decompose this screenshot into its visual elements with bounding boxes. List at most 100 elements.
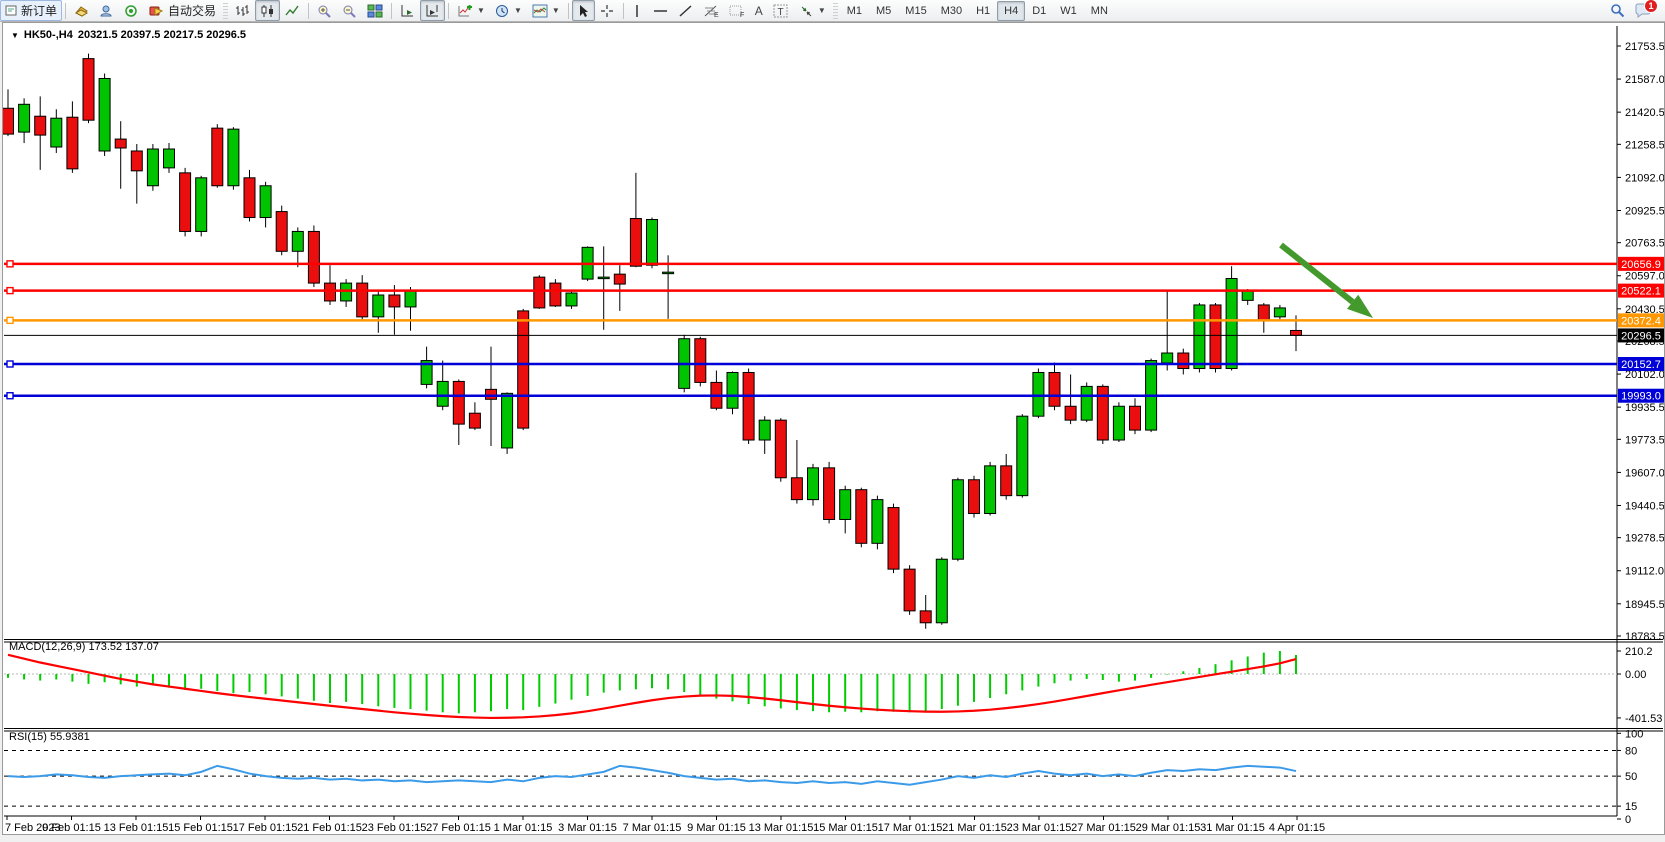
candle (34, 96, 47, 170)
autotrading-label: 自动交易 (168, 4, 217, 18)
svg-text:19993.0: 19993.0 (1621, 391, 1661, 403)
text-tool-button[interactable]: A (750, 0, 768, 21)
candle (871, 495, 884, 550)
periods-button[interactable]: ▼ (490, 0, 527, 21)
crosshair-button[interactable] (595, 0, 620, 21)
timeframe-MN[interactable]: MN (1090, 4, 1108, 17)
horizontal-level-lines[interactable] (4, 260, 1617, 400)
candle (291, 227, 304, 268)
symbol-dropdown-icon[interactable]: ▼ (11, 30, 19, 40)
trendline-button[interactable] (673, 0, 698, 21)
timeframe-group: M1 M5 M15 M30 H1 H4 D1 W1 MN (840, 0, 1115, 21)
templates-button[interactable]: ▼ (527, 0, 565, 21)
price-badge: 20152.7 (1618, 356, 1664, 371)
timeframe-M30[interactable]: M30 (940, 4, 963, 17)
autotrading-icon (149, 6, 164, 16)
candle (710, 370, 723, 411)
tile-windows-button[interactable] (362, 0, 388, 21)
price-tick: 21420.5 (1625, 107, 1664, 119)
rsi-line (7, 764, 1297, 786)
price-tick: 19935.5 (1625, 402, 1664, 414)
candlestick-chart-button[interactable] (255, 0, 281, 21)
timeframe-W1[interactable]: W1 (1060, 4, 1077, 17)
candle (195, 175, 208, 237)
strategy-tester-icon (125, 4, 137, 17)
time-label: 7 Mar 01:15 (623, 822, 682, 834)
time-label: 17 Feb 01:15 (233, 822, 298, 834)
notifications-button[interactable]: 1 (1630, 0, 1658, 21)
chart-shift-button[interactable] (420, 0, 446, 21)
text-label-button[interactable]: T (768, 0, 794, 21)
chart-canvas[interactable]: 21753.5 21587.0 21420.5 21258.5 21092.0 20925… (3, 23, 1664, 834)
line-chart-button[interactable] (280, 0, 305, 21)
candle (984, 461, 997, 516)
zoom-out-icon (343, 5, 356, 18)
chart-title[interactable]: ▼ HK50-,H4 20321.5 20397.5 20217.5 20296… (11, 29, 246, 41)
auto-scroll-button[interactable] (395, 0, 420, 21)
candle (726, 371, 739, 415)
arrows-tool-icon (801, 6, 812, 16)
timeframe-D1[interactable]: D1 (1032, 4, 1047, 17)
time-label: 3 Mar 01:15 (558, 822, 617, 834)
data-window-button[interactable] (69, 0, 94, 21)
candle (227, 127, 240, 190)
price-tick: 18945.5 (1625, 599, 1664, 611)
channel-grid-icon: F (729, 5, 744, 18)
autotrading-button[interactable]: 自动交易 (144, 0, 221, 21)
channel-grid-button[interactable]: F (724, 0, 750, 21)
line-chart-icon (285, 5, 299, 15)
candle (968, 475, 980, 518)
timeframe-H4[interactable]: H4 (997, 0, 1026, 21)
terminal-button[interactable] (94, 0, 119, 21)
line-anchor[interactable] (6, 392, 14, 400)
new-order-button[interactable]: 新订单 (0, 0, 63, 21)
timeframe-M5[interactable]: M5 (876, 4, 892, 17)
chart-window: 21753.5 21587.0 21420.5 21258.5 21092.0 20925… (2, 22, 1665, 835)
candle (855, 487, 868, 548)
line-anchor[interactable] (6, 316, 14, 325)
candle (1000, 453, 1013, 500)
timeframe-M15[interactable]: M15 (905, 4, 927, 17)
new-order-label: 新订单 (21, 4, 58, 18)
price-tick: 21258.5 (1625, 139, 1664, 151)
line-anchor[interactable] (6, 286, 14, 295)
rsi-tick: 15 (1625, 801, 1637, 813)
zoom-out-button[interactable] (337, 0, 362, 21)
candle (646, 217, 658, 269)
search-button[interactable] (1605, 0, 1630, 21)
bar-chart-button[interactable] (230, 0, 255, 21)
horizontal-line-button[interactable] (648, 0, 673, 21)
data-window-icon (74, 5, 89, 17)
cursor-button[interactable] (571, 0, 595, 21)
line-anchor[interactable] (6, 360, 14, 368)
trend-arrow[interactable] (1279, 242, 1373, 318)
candle (420, 346, 433, 389)
candle (1193, 302, 1206, 373)
timeframe-H1[interactable]: H1 (976, 4, 991, 17)
time-label: 29 Mar 01:15 (1136, 822, 1201, 834)
zoom-in-button[interactable] (312, 0, 337, 21)
timeframe-M1[interactable]: M1 (846, 4, 863, 17)
time-label: 17 Mar 01:15 (878, 822, 943, 834)
price-tick: 18783.5 (1625, 631, 1664, 643)
indicators-button[interactable]: ▼ (452, 0, 490, 21)
fibonacci-button[interactable]: E (698, 0, 724, 21)
periods-clock-icon (495, 4, 508, 17)
candlestick-chart-icon (261, 4, 274, 17)
candle (758, 416, 771, 454)
candle (452, 379, 465, 445)
rsi-tick: 0 (1625, 814, 1631, 826)
macd-tick: 0.00 (1625, 669, 1646, 681)
candle (1273, 304, 1286, 321)
arrows-tool-button[interactable]: ▼ (794, 0, 831, 21)
price-tick: 21092.0 (1625, 172, 1664, 184)
auto-scroll-icon (401, 4, 414, 16)
vertical-line-button[interactable] (627, 0, 648, 21)
text-tool-icon: A (754, 3, 763, 18)
macd-indicator-label: MACD(12,26,9) 173.52 137.07 (9, 641, 159, 653)
candle (340, 279, 353, 307)
arrows-dropdown-icon: ▼ (817, 6, 826, 15)
line-anchor[interactable] (6, 260, 14, 268)
strategy-tester-button[interactable] (119, 0, 144, 21)
